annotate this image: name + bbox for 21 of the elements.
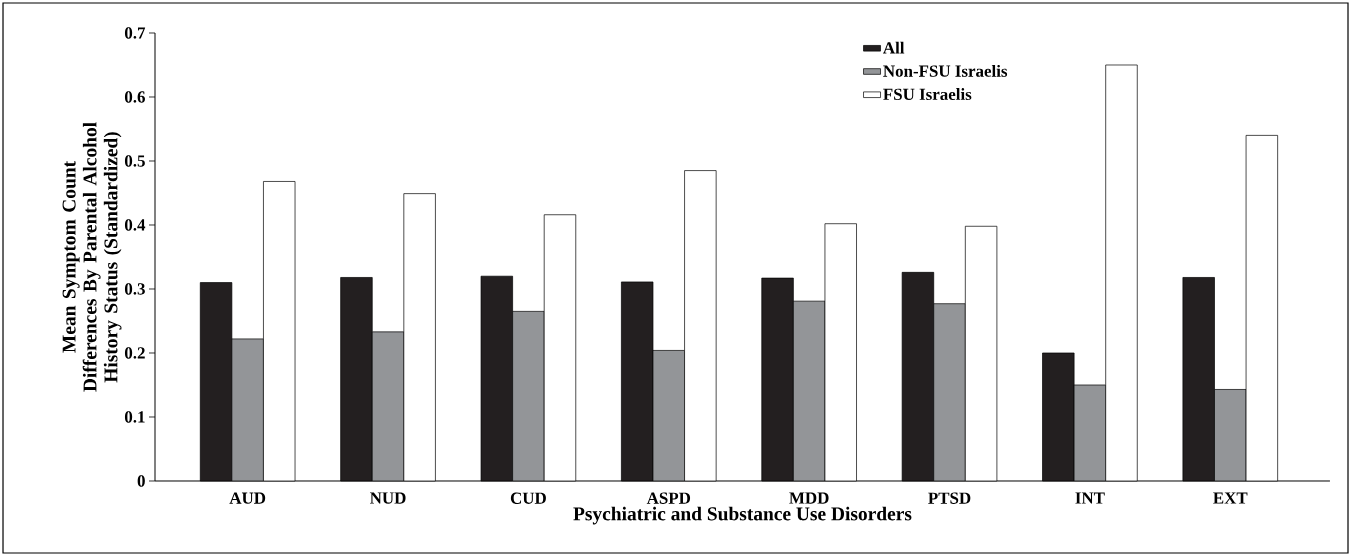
y-tick-label: 0.2 xyxy=(124,347,145,359)
y-tick-label: 0 xyxy=(137,475,145,487)
x-axis-title: Psychiatric and Substance Use Disorders xyxy=(573,506,912,525)
y-tick-label: 0.5 xyxy=(124,155,145,167)
legend-label: FSU Israelis xyxy=(883,88,972,101)
x-tick-label: CUD xyxy=(510,492,546,504)
y-tick-label: 0.3 xyxy=(124,283,145,295)
x-tick-label: INT xyxy=(1075,492,1105,504)
x-tick-label: NUD xyxy=(370,492,406,504)
y-tick-label: 0.7 xyxy=(124,27,146,39)
y-tick-label: 0.1 xyxy=(124,411,145,423)
legend-label: All xyxy=(883,41,905,54)
x-tick-label: EXT xyxy=(1213,492,1248,504)
legend-label: Non-FSU Israelis xyxy=(883,64,1008,77)
x-tick-label: ASPD xyxy=(646,492,691,504)
y-tick-label: 0.6 xyxy=(124,91,145,103)
y-tick-label: 0.4 xyxy=(124,219,146,231)
x-tick-label: PTSD xyxy=(928,492,971,504)
x-tick-label: MDD xyxy=(789,492,829,504)
y-axis-title: Mean Symptom Count Differences By Parental Alcohol History Status (Standardized) xyxy=(62,122,122,392)
x-tick-label: AUD xyxy=(229,492,266,504)
